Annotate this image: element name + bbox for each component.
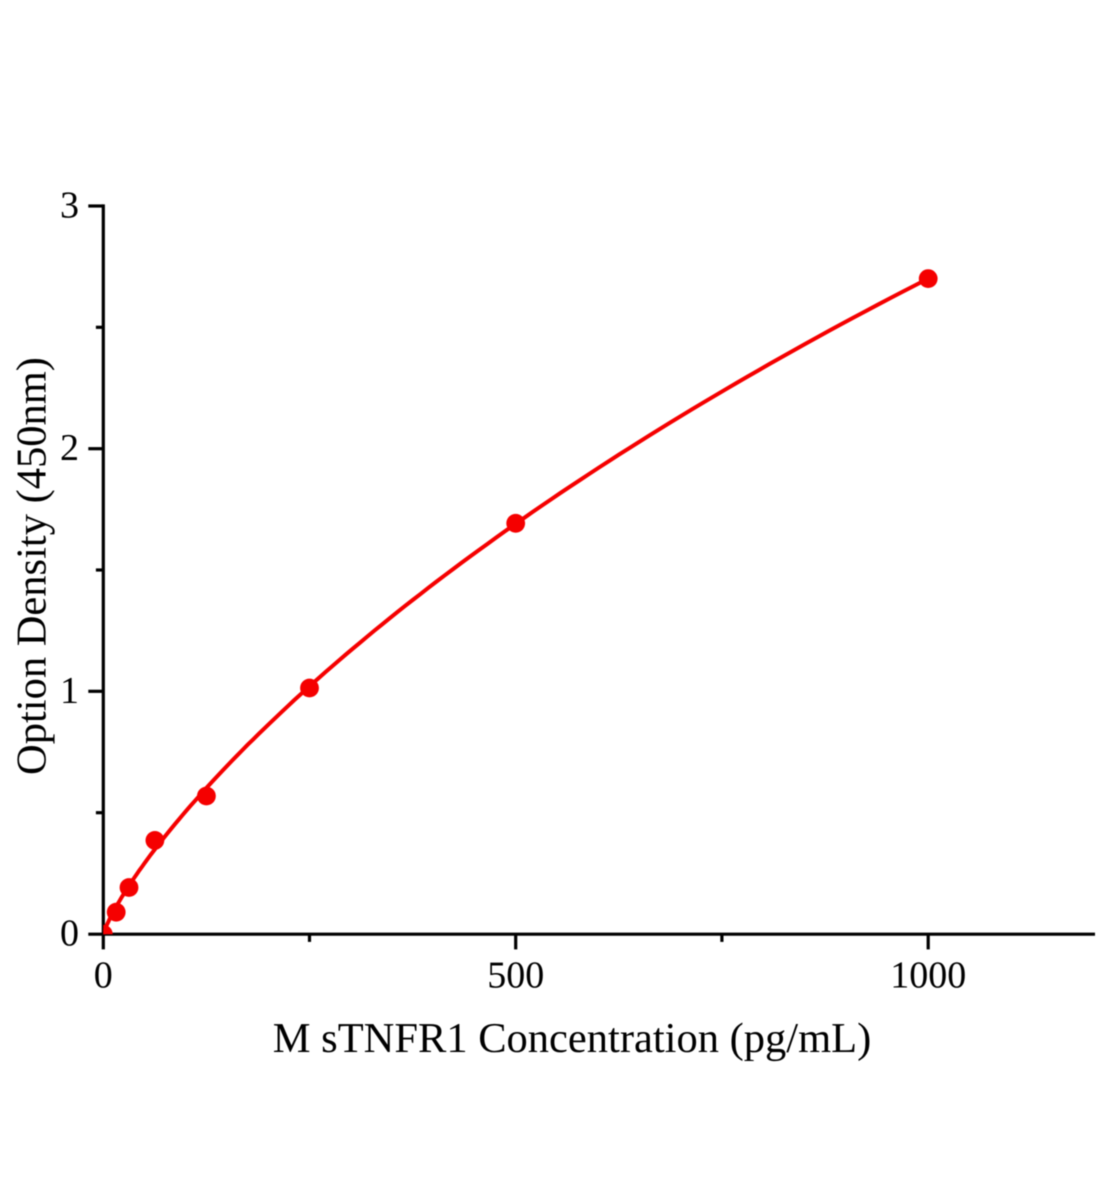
svg-text:1000: 1000 (890, 955, 966, 997)
svg-text:3: 3 (60, 185, 79, 227)
svg-text:0: 0 (60, 913, 79, 955)
svg-text:2: 2 (60, 427, 79, 469)
svg-text:M sTNFR1 Concentration (pg/mL): M sTNFR1 Concentration (pg/mL) (273, 1015, 872, 1062)
svg-text:500: 500 (487, 955, 544, 997)
svg-text:1: 1 (60, 670, 79, 712)
svg-text:Option Density (450nm): Option Density (450nm) (9, 357, 56, 775)
svg-text:0: 0 (94, 955, 113, 997)
